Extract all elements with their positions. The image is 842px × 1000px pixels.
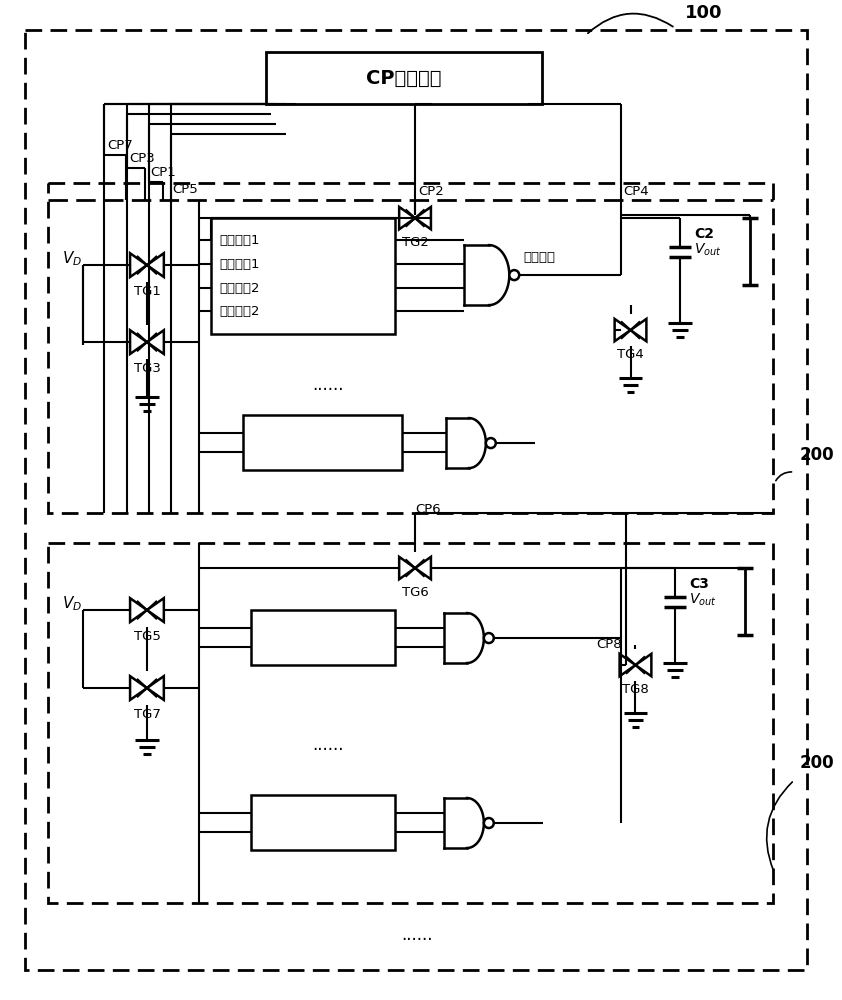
Text: 测试输入1: 测试输入1 (220, 234, 260, 247)
Bar (48, 543, 772, 903)
Text: CP4: CP4 (624, 185, 649, 198)
Text: $V_{out}$: $V_{out}$ (689, 592, 717, 608)
Circle shape (484, 633, 493, 643)
Bar (266, 52, 542, 104)
Bar (251, 795, 395, 850)
Text: 正常输入1: 正常输入1 (220, 258, 260, 271)
Text: ......: ...... (312, 376, 344, 394)
Text: CP8: CP8 (596, 638, 621, 651)
Text: 100: 100 (685, 4, 722, 22)
Text: CP7: CP7 (107, 139, 133, 152)
Text: ......: ...... (402, 926, 433, 944)
Circle shape (484, 818, 493, 828)
Text: C2: C2 (694, 227, 714, 241)
Text: CP控制单元: CP控制单元 (366, 69, 442, 88)
Text: CP6: CP6 (415, 503, 440, 516)
Text: 200: 200 (799, 446, 834, 464)
Text: 正常输入2: 正常输入2 (220, 282, 260, 295)
Text: TG3: TG3 (134, 362, 160, 375)
Bar (251, 610, 395, 665)
Text: $V_D$: $V_D$ (61, 594, 82, 613)
Bar (243, 415, 402, 470)
Text: CP1: CP1 (150, 166, 176, 179)
Text: TG5: TG5 (134, 630, 160, 643)
Text: TG1: TG1 (134, 285, 160, 298)
Bar (211, 218, 395, 334)
Circle shape (486, 438, 496, 448)
Text: 输出端口: 输出端口 (523, 251, 555, 264)
Text: $V_{out}$: $V_{out}$ (694, 242, 722, 258)
Text: CP5: CP5 (172, 183, 198, 196)
Text: TG7: TG7 (134, 708, 160, 721)
Text: CP2: CP2 (418, 185, 444, 198)
Text: TG6: TG6 (402, 586, 429, 599)
Text: 200: 200 (799, 754, 834, 772)
Bar (48, 183, 772, 513)
Text: $V_D$: $V_D$ (61, 249, 82, 268)
Text: CP3: CP3 (129, 152, 155, 165)
Text: TG8: TG8 (622, 683, 649, 696)
Text: TG2: TG2 (402, 236, 429, 249)
Text: TG4: TG4 (617, 348, 644, 361)
Text: 测试输入2: 测试输入2 (220, 305, 260, 318)
Circle shape (509, 270, 520, 280)
Text: C3: C3 (689, 577, 709, 591)
Text: ......: ...... (312, 736, 344, 754)
